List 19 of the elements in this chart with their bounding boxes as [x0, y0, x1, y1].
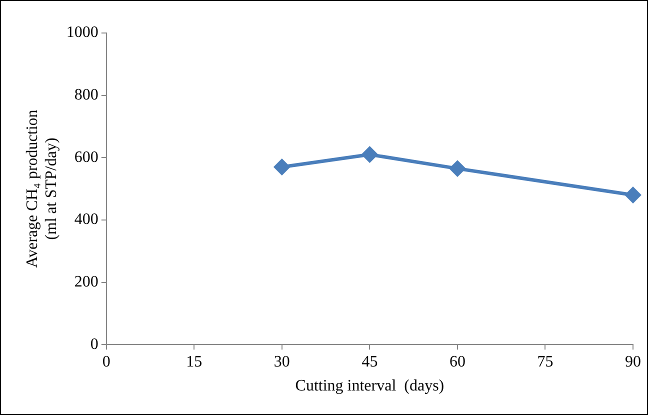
y-tick-label: 400 — [74, 211, 98, 228]
point — [450, 160, 466, 176]
point — [362, 146, 378, 162]
x-tick-label: 0 — [102, 353, 110, 370]
x-tick-label: 60 — [449, 353, 466, 370]
y-tick-label: 800 — [74, 86, 98, 104]
x-tick-label: 75 — [537, 353, 554, 370]
point — [274, 159, 290, 175]
x-tick-label: 90 — [625, 353, 641, 370]
y-tick-label: 200 — [74, 273, 98, 290]
y-tick-label: 600 — [74, 148, 98, 166]
x-tick-label: 15 — [186, 353, 202, 370]
y-tick-label: 1000 — [66, 24, 98, 42]
point — [625, 187, 641, 203]
x-axis-title: Cutting interval (days) — [295, 378, 444, 395]
y-axis-title: Average CH₄ production (ml at STP/day) — [24, 110, 60, 268]
x-tick-label: 45 — [362, 353, 378, 370]
y-tick-label: 0 — [90, 336, 98, 353]
x-tick-label: 30 — [274, 353, 290, 370]
